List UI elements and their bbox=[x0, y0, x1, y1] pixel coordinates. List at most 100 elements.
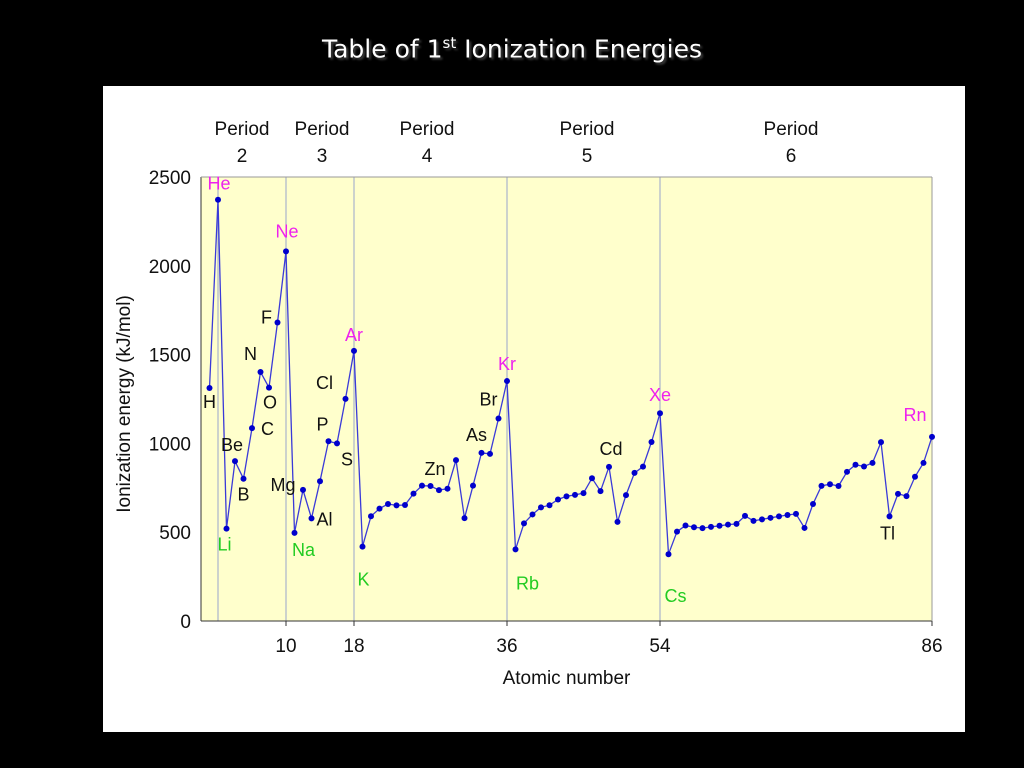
x-axis-label: Atomic number bbox=[503, 668, 631, 689]
data-point bbox=[223, 525, 230, 532]
element-label-h: H bbox=[203, 392, 216, 412]
data-point bbox=[521, 520, 527, 527]
data-point bbox=[767, 514, 774, 521]
data-point bbox=[504, 378, 510, 385]
data-point bbox=[512, 546, 519, 553]
data-point bbox=[215, 196, 221, 203]
data-point bbox=[640, 463, 646, 470]
series bbox=[206, 196, 935, 558]
slide-title-prefix: Table of 1 bbox=[321, 34, 443, 64]
element-label-na: Na bbox=[292, 540, 316, 560]
y-tick-label: 500 bbox=[159, 523, 191, 544]
period-word: Period bbox=[214, 119, 270, 140]
element-label-n: N bbox=[244, 344, 257, 364]
data-point bbox=[478, 449, 485, 456]
element-label-xe: Xe bbox=[649, 385, 671, 405]
element-label-as: As bbox=[466, 425, 487, 445]
data-point bbox=[257, 369, 264, 376]
element-label-tl: Tl bbox=[880, 523, 895, 543]
element-label-br: Br bbox=[480, 390, 498, 410]
slide-title-suffix: Ionization Energies bbox=[456, 34, 702, 64]
period-number: 3 bbox=[316, 146, 328, 167]
y-tick-label: 1000 bbox=[149, 434, 191, 455]
plot-area bbox=[201, 177, 932, 621]
element-label-kr: Kr bbox=[498, 354, 516, 374]
period-3-label: Period 3 bbox=[277, 116, 367, 170]
period-word: Period bbox=[763, 119, 819, 140]
chart-panel: Period 2 Period 3 Period 4 Period 5 Period 6 … bbox=[103, 86, 965, 732]
period-4-label: Period 4 bbox=[382, 116, 472, 170]
data-point bbox=[580, 490, 587, 497]
data-point bbox=[470, 482, 476, 489]
period-number: 4 bbox=[421, 146, 433, 167]
data-point bbox=[810, 500, 816, 507]
element-label-cs: Cs bbox=[665, 586, 687, 606]
period-number: 2 bbox=[236, 146, 248, 167]
data-point bbox=[733, 520, 740, 527]
data-point bbox=[852, 461, 859, 468]
ionization-energy-chart: 0 500 1000 1500 2000 2500 10 18 36 54 86 H He Li Be B C… bbox=[114, 168, 943, 689]
data-point bbox=[606, 463, 612, 470]
data-point bbox=[886, 513, 893, 520]
data-point bbox=[529, 511, 536, 518]
data-point bbox=[784, 511, 791, 518]
data-point bbox=[589, 475, 595, 482]
data-point bbox=[623, 492, 629, 499]
data-point bbox=[444, 485, 451, 492]
data-point bbox=[572, 491, 578, 498]
data-point bbox=[495, 415, 502, 422]
data-point bbox=[844, 468, 850, 475]
gridlines bbox=[217, 177, 661, 621]
data-point bbox=[648, 438, 655, 445]
data-point bbox=[453, 457, 459, 464]
data-point bbox=[878, 439, 884, 446]
data-point bbox=[308, 515, 315, 522]
period-word: Period bbox=[559, 119, 615, 140]
x-tick-label: 18 bbox=[343, 636, 364, 657]
element-label-al: Al bbox=[316, 509, 332, 529]
data-point bbox=[929, 433, 935, 440]
data-point bbox=[368, 513, 374, 520]
period-5-label: Period 5 bbox=[542, 116, 632, 170]
data-point bbox=[750, 517, 757, 524]
slide-title-superscript: st bbox=[442, 34, 457, 52]
data-point bbox=[266, 384, 272, 391]
data-point bbox=[436, 487, 442, 494]
x-tick-label: 86 bbox=[921, 636, 942, 657]
element-label-b: B bbox=[237, 485, 249, 505]
period-word: Period bbox=[399, 119, 455, 140]
data-point bbox=[342, 395, 349, 402]
element-label-k: K bbox=[357, 570, 369, 590]
data-point bbox=[393, 502, 400, 509]
element-label-cd: Cd bbox=[599, 439, 622, 459]
data-point bbox=[427, 483, 434, 490]
period-number: 6 bbox=[785, 146, 797, 167]
element-label-li: Li bbox=[217, 535, 231, 555]
data-point bbox=[801, 524, 808, 531]
data-point bbox=[546, 502, 553, 509]
data-point bbox=[708, 523, 714, 530]
element-label-be: Be bbox=[221, 435, 243, 455]
y-tick-label: 2500 bbox=[149, 168, 191, 189]
element-label-f: F bbox=[261, 307, 272, 327]
data-point bbox=[699, 525, 706, 532]
data-point bbox=[725, 521, 731, 528]
data-point bbox=[334, 440, 340, 447]
element-label-ar: Ar bbox=[345, 325, 363, 345]
slide-title: Table of 1st Ionization Energies bbox=[0, 34, 1024, 63]
y-tick-label: 2000 bbox=[149, 257, 191, 278]
y-tick-label: 0 bbox=[180, 612, 191, 633]
y-tick-label: 1500 bbox=[149, 346, 191, 367]
data-point bbox=[903, 493, 910, 500]
data-point bbox=[682, 522, 689, 529]
data-point bbox=[317, 478, 323, 485]
data-point bbox=[614, 518, 621, 525]
data-point bbox=[300, 486, 306, 493]
period-word: Period bbox=[294, 119, 350, 140]
data-point bbox=[402, 502, 408, 509]
data-point bbox=[283, 248, 289, 255]
period-number: 5 bbox=[581, 146, 593, 167]
data-point bbox=[665, 551, 672, 558]
data-point bbox=[274, 319, 281, 326]
data-point bbox=[419, 482, 425, 489]
